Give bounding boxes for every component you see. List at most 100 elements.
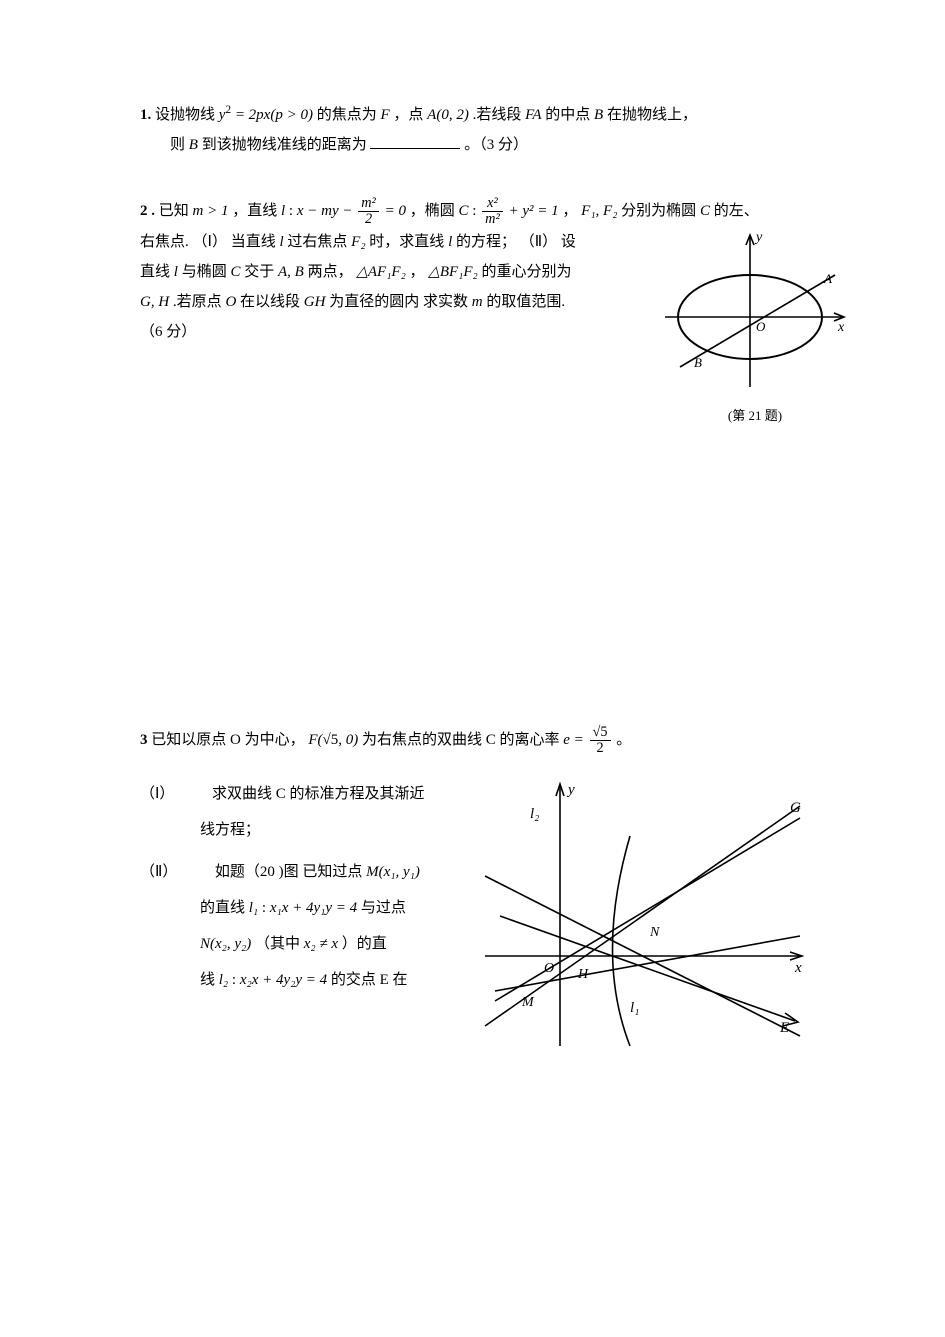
p3-efrac-top: √5 <box>590 725 611 741</box>
p2-l3b: 与椭圆 <box>182 264 231 280</box>
page: 1. 设抛物线 y2 = 2px(p > 0) 的焦点为 F ，点 A(0, 2… <box>0 0 945 1132</box>
p1-B: B <box>594 107 603 123</box>
p2-l3d: 两点， <box>308 264 353 280</box>
p2-C: C <box>458 203 468 219</box>
p1-FA: FA <box>525 107 541 123</box>
p1-text3: ，点 <box>393 107 427 123</box>
p2-l3-l: l <box>174 264 178 280</box>
p1-l2-a: 则 <box>170 137 189 153</box>
p2-t4: ， <box>562 203 577 219</box>
p2-eqc-tail: + y² = 1 <box>508 203 558 219</box>
p2-eqla: x − my − <box>297 203 356 219</box>
problem-2: 2 . 已知 m > 1 ，直线 l : x − my − m² 2 = 0 ，… <box>140 196 850 429</box>
svg-text:O: O <box>544 961 554 976</box>
p2-body: 右焦点. （Ⅰ） 当直线 l 过右焦点 F₂ 时，求直线 l 的方程； （Ⅱ） … <box>140 227 640 347</box>
p1-text6: 在抛物线上， <box>607 107 697 123</box>
p3-figure: y x O G l₂ N H M l₁ E <box>480 776 810 1056</box>
p2-part2-label: （Ⅱ） <box>520 234 557 250</box>
p2-figure-col: y x O A B (第 21 题) <box>660 227 850 429</box>
p3-p2-g: 线 <box>200 972 219 988</box>
p1-text2: 的焦点为 <box>317 107 381 123</box>
p3-e: e = <box>563 732 587 748</box>
p2-l3c: 交于 <box>244 264 278 280</box>
p1-pointA: A(0, 2) <box>427 107 469 123</box>
p3-l1: l₁ <box>249 900 258 916</box>
p2-l4b: .若原点 <box>173 294 226 310</box>
p2-figure: y x O A B <box>660 227 850 397</box>
p2-m: m > 1 <box>193 203 229 219</box>
p2-GH: GH <box>304 294 326 310</box>
p2-t1: 已知 <box>159 203 193 219</box>
p2-line4: G, H .若原点 O 在以线段 GH 为直径的圆内 求实数 m 的取值范围. <box>140 287 640 317</box>
p1-text4: .若线段 <box>473 107 526 123</box>
p3-p2-f: ）的直 <box>342 936 387 952</box>
p3-sqrt5: √5 <box>323 732 339 748</box>
p2-l3-C: C <box>230 264 240 280</box>
p3-line1: 3 已知以原点 O 为中心， F(√5, 0) 为右焦点的双曲线 C 的离心率 … <box>140 725 850 756</box>
svg-text:x: x <box>837 320 845 335</box>
p1-l2-b: 到该抛物线准线的距离为 <box>202 137 367 153</box>
p3-l2: l₂ <box>219 972 228 988</box>
p2-p2a: 设 <box>561 234 576 250</box>
svg-text:N: N <box>649 925 660 940</box>
p1-text5: 的中点 <box>545 107 594 123</box>
p3-p2-line3: N(x₂, y₂) （其中 x₂ ≠ x ）的直 <box>200 926 460 962</box>
p3-p1-label: （Ⅰ） <box>140 786 174 802</box>
svg-text:l₁: l₁ <box>630 1000 639 1016</box>
p2-line2: 右焦点. （Ⅰ） 当直线 l 过右焦点 F₂ 时，求直线 l 的方程； （Ⅱ） … <box>140 227 640 257</box>
p3-p2-b: 的直线 <box>200 900 249 916</box>
p2-frac2-top: x² <box>482 196 503 212</box>
p3-t2: 为右焦点的双曲线 C 的离心率 <box>362 732 563 748</box>
p3-p2-line2: 的直线 l₁ : x₁x + 4y₁y = 4 与过点 <box>200 890 460 926</box>
p2-frac2-bot: m² <box>482 212 503 227</box>
p3-p1-b: 线方程； <box>200 812 460 848</box>
p3-p2-h: 的交点 E 在 <box>331 972 408 988</box>
p3-efrac: √5 2 <box>590 725 611 756</box>
svg-text:E: E <box>779 1020 789 1036</box>
p2-l: l <box>281 203 285 219</box>
p3-row: （Ⅰ） 求双曲线 C 的标准方程及其渐近 线方程； （Ⅱ） 如题（20 )图 已… <box>140 776 850 1056</box>
p1-line1: 1. 设抛物线 y2 = 2px(p > 0) 的焦点为 F ，点 A(0, 2… <box>140 100 850 130</box>
p2-row: 右焦点. （Ⅰ） 当直线 l 过右焦点 F₂ 时，求直线 l 的方程； （Ⅱ） … <box>140 227 850 429</box>
p2-part1-label: （Ⅰ） <box>193 234 227 250</box>
p3-p2-label: （Ⅱ） <box>140 864 177 880</box>
p3-p2-a: 如题（20 )图 已知过点 <box>215 864 366 880</box>
p2-triB: △BF₁F₂ <box>428 264 477 280</box>
p2-triA: △AF₁F₂ <box>356 264 405 280</box>
p3-t1: 已知以原点 O 为中心， <box>151 732 304 748</box>
p2-O: O <box>225 294 236 310</box>
p2-t5: 分别为椭圆 <box>621 203 700 219</box>
p1-number: 1. <box>140 107 151 123</box>
svg-text:O: O <box>756 319 766 334</box>
gap <box>140 465 850 725</box>
p3-neq: x₂ ≠ x <box>304 936 338 952</box>
svg-text:B: B <box>694 355 702 370</box>
p2-l3-AB: A, B <box>278 264 304 280</box>
p3-part2: （Ⅱ） 如题（20 )图 已知过点 M(x₁, y₁) <box>140 854 460 890</box>
p2-GH0: G, H <box>140 294 169 310</box>
svg-text:A: A <box>823 271 832 286</box>
p2-t2: ，直线 <box>232 203 281 219</box>
p3-eql1: x₁x + 4y₁y = 4 <box>270 900 357 916</box>
svg-text:l₂: l₂ <box>530 806 539 822</box>
p3-t3: 。 <box>616 732 631 748</box>
p2-frac1-bot: 2 <box>358 212 379 227</box>
p2-p1d: 的方程； <box>456 234 516 250</box>
p2-colon2: : <box>472 203 480 219</box>
p3-p2-e: （其中 <box>255 936 304 952</box>
p3-figure-col: y x O G l₂ N H M l₁ E <box>480 776 810 1056</box>
svg-text:y: y <box>566 782 575 798</box>
p2-t3: ，椭圆 <box>410 203 459 219</box>
p3-p2-c: : <box>262 900 270 916</box>
p2-p1b: 过右焦点 <box>287 234 351 250</box>
svg-text:M: M <box>521 995 535 1010</box>
p3-body: （Ⅰ） 求双曲线 C 的标准方程及其渐近 线方程； （Ⅱ） 如题（20 )图 已… <box>140 776 460 998</box>
p2-t6: 的左、 <box>714 203 759 219</box>
p1-eq-rest: = 2px(p > 0) <box>231 107 313 123</box>
p2-line3: 直线 l 与椭圆 C 交于 A, B 两点， △AF₁F₂ ， △BF₁F₂ 的… <box>140 257 640 287</box>
p2-colon1: : <box>289 203 297 219</box>
p2-l3e: ， <box>410 264 425 280</box>
p3-p2-line4: 线 l₂ : x₂x + 4y₂y = 4 的交点 E 在 <box>200 962 460 998</box>
p3-Fb: , 0) <box>338 732 358 748</box>
p2-frac1: m² 2 <box>358 196 379 227</box>
